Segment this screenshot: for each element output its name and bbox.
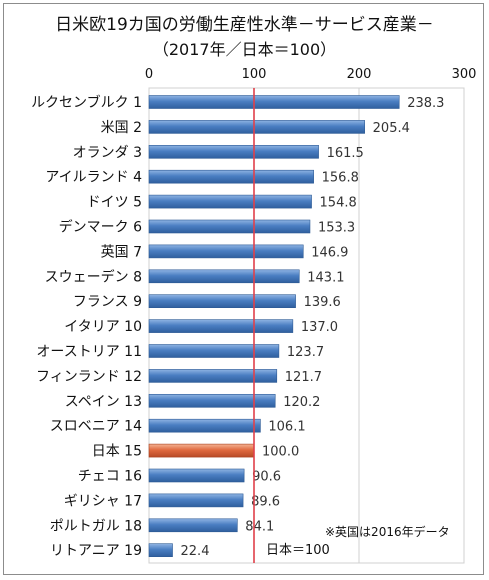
data-label-14: 106.1 xyxy=(268,420,305,435)
bar-13 xyxy=(148,393,276,408)
data-label-13: 120.2 xyxy=(283,395,320,410)
category-label-10: イタリア 10 xyxy=(64,319,142,335)
category-label-7: 英国 7 xyxy=(101,243,142,260)
bar-4 xyxy=(148,169,314,184)
data-label-15: 100.0 xyxy=(262,445,299,460)
category-label-8: スウェーデン 8 xyxy=(45,268,142,285)
category-label-13: スペイン 13 xyxy=(65,394,142,410)
data-label-11: 123.7 xyxy=(287,345,324,360)
data-label-19: 22.4 xyxy=(181,544,210,559)
category-label-12: フィンランド 12 xyxy=(36,369,142,385)
chart-subtitle: （2017年／日本＝100） xyxy=(152,40,337,59)
category-label-2: 米国 2 xyxy=(101,120,142,136)
data-label-12: 121.7 xyxy=(285,370,322,385)
data-label-16: 90.6 xyxy=(252,470,281,485)
x-tick-label-100: 100 xyxy=(242,67,267,82)
data-label-4: 156.8 xyxy=(322,171,359,186)
data-label-2: 205.4 xyxy=(373,121,410,136)
bar-18 xyxy=(148,518,238,533)
bar-19 xyxy=(148,543,173,558)
bar-5 xyxy=(148,194,312,209)
data-label-3: 161.5 xyxy=(327,146,364,161)
bar-15 xyxy=(148,443,255,458)
category-label-3: オランダ 3 xyxy=(73,145,142,161)
x-tick-label-0: 0 xyxy=(145,67,153,82)
data-label-17: 89.6 xyxy=(251,494,280,509)
category-label-1: ルクセンブルク 1 xyxy=(31,94,142,111)
bar-2 xyxy=(148,120,365,134)
data-label-9: 139.6 xyxy=(304,295,341,310)
footnote: ※英国は2016年データ xyxy=(325,524,450,539)
chart-title: 日米欧19カ国の労働生産性水準－サービス産業－ xyxy=(55,15,434,35)
category-label-6: デンマーク 6 xyxy=(59,219,142,236)
data-label-6: 153.3 xyxy=(318,221,355,236)
data-label-7: 146.9 xyxy=(311,245,348,260)
category-label-19: リトアニア 19 xyxy=(50,543,142,559)
category-label-16: チェコ 16 xyxy=(78,469,142,485)
category-label-11: オーストリア 11 xyxy=(36,344,142,360)
bar-9 xyxy=(148,294,296,309)
bar-8 xyxy=(148,269,300,284)
bar-11 xyxy=(148,344,280,358)
bar-10 xyxy=(148,319,294,333)
bar-16 xyxy=(148,468,245,483)
bar-6 xyxy=(148,219,311,234)
reference-line-label: 日本＝100 xyxy=(266,543,330,558)
category-label-9: フランス 9 xyxy=(73,294,142,310)
bar-14 xyxy=(148,418,261,433)
bar-7 xyxy=(148,244,304,259)
data-label-5: 154.8 xyxy=(320,196,357,211)
category-label-5: ドイツ 5 xyxy=(87,195,142,211)
x-tick-label-300: 300 xyxy=(452,67,477,82)
data-label-18: 84.1 xyxy=(245,519,274,534)
data-label-8: 143.1 xyxy=(307,270,344,285)
category-label-15: 日本 15 xyxy=(92,444,142,460)
bar-3 xyxy=(148,145,319,159)
category-label-4: アイルランド 4 xyxy=(45,170,142,186)
category-label-18: ポルトガル 18 xyxy=(50,518,142,534)
bar-1 xyxy=(148,95,400,109)
bar-17 xyxy=(148,493,244,508)
data-label-1: 238.3 xyxy=(407,96,444,111)
x-tick-label-200: 200 xyxy=(347,67,372,82)
bar-12 xyxy=(148,369,278,383)
category-label-14: スロベニア 14 xyxy=(50,419,142,435)
category-label-17: ギリシャ 17 xyxy=(64,493,142,509)
data-label-10: 137.0 xyxy=(301,320,338,335)
